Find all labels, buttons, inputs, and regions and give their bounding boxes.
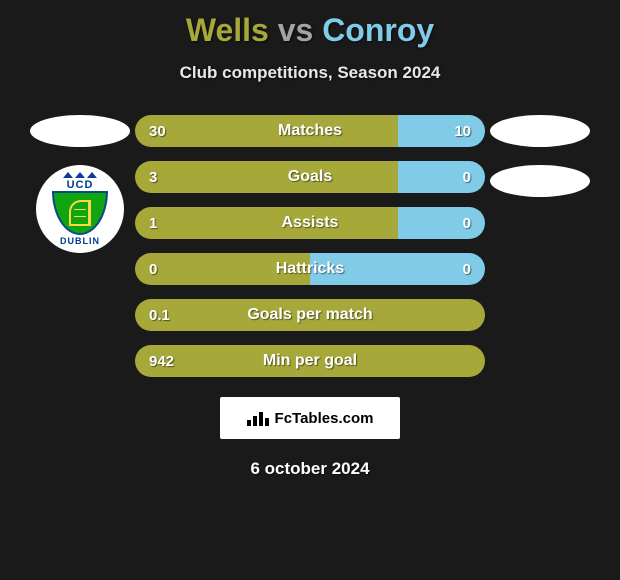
stat-bar-left-segment	[135, 207, 398, 239]
stat-bar-right-segment	[310, 253, 485, 285]
player2-avatar-placeholder	[490, 115, 590, 147]
stat-bar-left-segment	[135, 299, 485, 331]
stat-bar: 30Goals	[135, 161, 485, 193]
date-text: 6 october 2024	[250, 459, 369, 479]
title-vs: vs	[278, 12, 314, 48]
stat-bar: 3010Matches	[135, 115, 485, 147]
page-title: Wells vs Conroy	[186, 12, 434, 49]
subtitle: Club competitions, Season 2024	[180, 63, 441, 83]
player1-avatar-placeholder	[30, 115, 130, 147]
source-logo-text: FcTables.com	[275, 410, 374, 427]
stat-bar: 0.1Goals per match	[135, 299, 485, 331]
badge-bottom-text: DUBLIN	[60, 237, 100, 246]
title-player2: Conroy	[322, 12, 434, 48]
stat-bar: 10Assists	[135, 207, 485, 239]
badge-top-text: UCD	[67, 180, 94, 191]
stat-bar-left-segment	[135, 345, 485, 377]
stat-bar-right-segment	[398, 161, 486, 193]
harp-icon	[69, 200, 91, 226]
source-logo: FcTables.com	[220, 397, 400, 439]
title-player1: Wells	[186, 12, 269, 48]
right-side-column	[485, 115, 595, 377]
stat-bars-column: 3010Matches 30Goals 10Assists 00Hattricks 0.…	[135, 115, 485, 377]
left-side-column: UCD DUBLIN	[25, 115, 135, 377]
stat-bar-right-segment	[398, 207, 486, 239]
player1-club-badge: UCD DUBLIN	[36, 165, 124, 253]
player2-club-badge-placeholder	[490, 165, 590, 197]
stat-bar-left-segment	[135, 161, 398, 193]
stat-bar: 942Min per goal	[135, 345, 485, 377]
stat-bar-right-segment	[398, 115, 486, 147]
stat-bar-left-segment	[135, 115, 398, 147]
badge-roof-icons	[63, 172, 97, 178]
comparison-infographic: Wells vs Conroy Club competitions, Seaso…	[0, 0, 620, 580]
stat-bar-left-segment	[135, 253, 310, 285]
bar-chart-icon	[247, 410, 269, 426]
badge-shield-icon	[52, 191, 108, 235]
comparison-body: UCD DUBLIN 3010Matches 30Goals 10Assists 00…	[0, 115, 620, 377]
stat-bar: 00Hattricks	[135, 253, 485, 285]
